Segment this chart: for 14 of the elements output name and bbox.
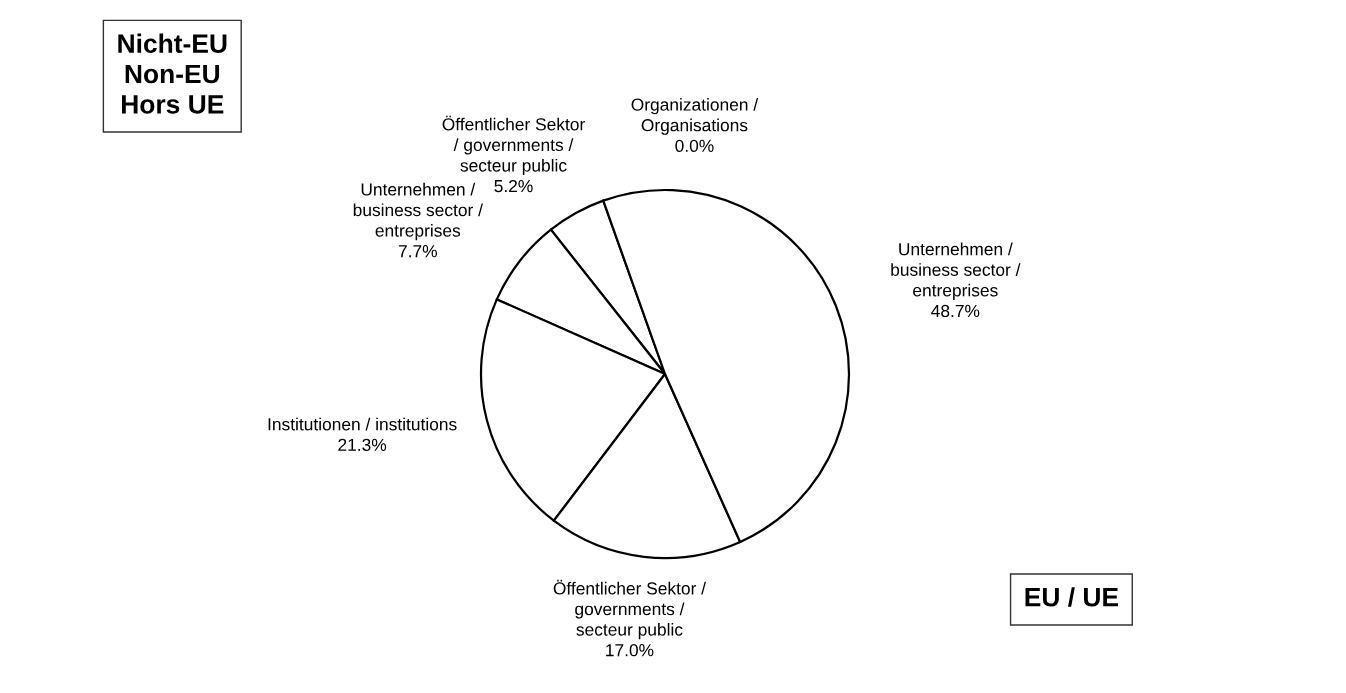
slice-label: Unternehmen / business sector / entreprises [891, 242, 1021, 300]
data-label: 17.0% [606, 644, 654, 657]
slice-label: Öffentlicher Sektor / governments / secteur public [442, 115, 585, 176]
data-label: 21.3% [338, 438, 387, 451]
slice-label: Unternehmen / business sector / entreprises [353, 182, 483, 241]
data-label: 5.2% [494, 179, 533, 193]
category-label: Organizationen / Organisations [631, 98, 759, 135]
text: Nicht-EU Non-EU Hors UE [118, 33, 227, 114]
text: 0.0% [675, 139, 714, 152]
slice-label: Öffentlicher Sektor / governments / secteur public [553, 579, 707, 640]
data-label: 7.7% [398, 245, 437, 258]
data-label: 48.7% [931, 304, 980, 318]
text: EU / UE [1025, 587, 1119, 607]
slice-label: Institutionen / institutions [268, 417, 457, 431]
